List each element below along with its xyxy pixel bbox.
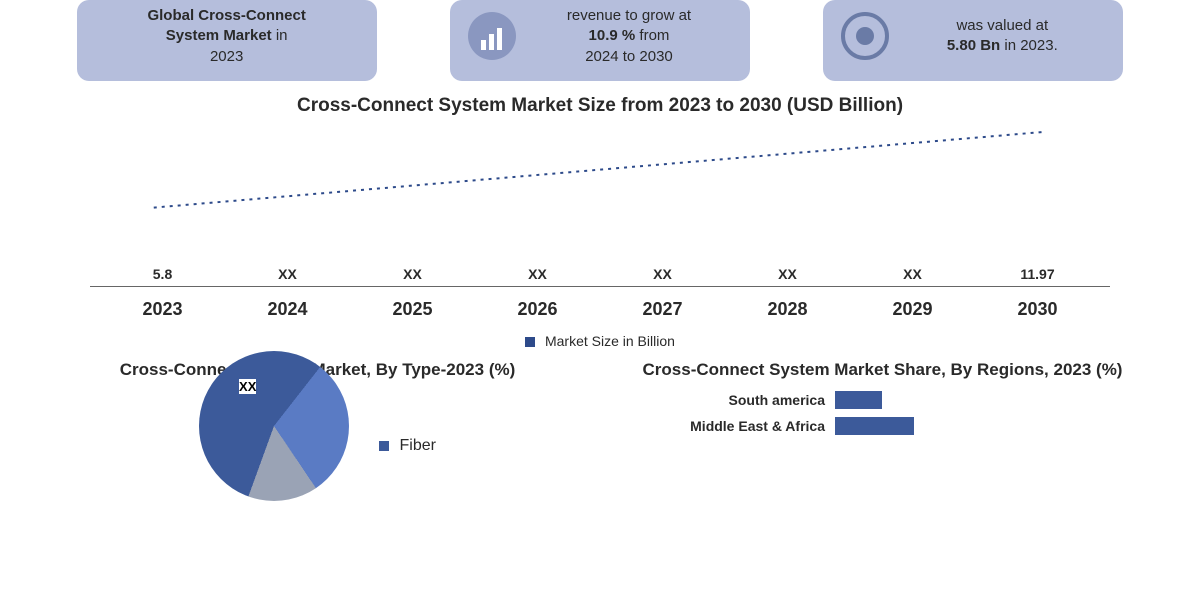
bar-value-label: XX	[778, 266, 797, 282]
pie-section: Cross-Connect System Market, By Type-202…	[50, 359, 585, 501]
bar-chart: 5.8 XX XX XX XX XX XX 11.97 2023 2024 2025 2026 202…	[70, 127, 1130, 327]
card1-line3: in	[276, 27, 288, 44]
x-axis-label: 2026	[483, 299, 593, 327]
growth-icon	[468, 12, 516, 60]
legend-swatch	[379, 441, 389, 451]
bar-chart-legend: Market Size in Billion	[0, 333, 1200, 349]
bar-value-label: XX	[653, 266, 672, 282]
card1-line4: 2023	[210, 48, 243, 65]
bar-value-label: 11.97	[1020, 266, 1054, 282]
stat-card-cagr: revenue to grow at 10.9 % from 2024 to 2…	[450, 0, 750, 81]
bar-value-label: XX	[903, 266, 922, 282]
legend-swatch	[525, 337, 535, 347]
card2-line0: revenue to grow at	[567, 7, 691, 24]
hbar-chart: South america Middle East & Africa	[615, 391, 1150, 435]
hbar-category-label: Middle East & Africa	[655, 418, 825, 434]
hbar-row: Middle East & Africa	[655, 417, 1150, 435]
bar-value-label: XX	[278, 266, 297, 282]
legend-label: Market Size in Billion	[545, 333, 675, 349]
x-axis-label: 2029	[858, 299, 968, 327]
card1-line2: System Market	[166, 27, 272, 44]
target-icon	[841, 12, 889, 60]
bar-2030: 11.97	[983, 266, 1093, 286]
hbar-section: Cross-Connect System Market Share, By Re…	[615, 359, 1150, 501]
bar-2028: XX	[733, 266, 843, 286]
bar-value-label: 5.8	[153, 266, 172, 282]
bar-2025: XX	[358, 266, 468, 286]
x-axis-label: 2025	[358, 299, 468, 327]
pie-callout-xx: XX	[239, 379, 256, 394]
bar-2029: XX	[858, 266, 968, 286]
hbar	[835, 391, 882, 409]
card3-line0: was valued at	[956, 17, 1048, 34]
card2-line2: from	[639, 27, 669, 44]
card3-line2: in 2023.	[1004, 37, 1057, 54]
bar-value-label: XX	[403, 266, 422, 282]
stat-card-value: was valued at 5.80 Bn in 2023.	[823, 0, 1123, 81]
pie-chart	[199, 351, 349, 501]
bar-value-label: XX	[528, 266, 547, 282]
card2-bold: 10.9 %	[589, 27, 636, 44]
card1-line1: Global Cross-Connect	[147, 7, 305, 24]
pie-legend: Fiber	[379, 437, 436, 455]
x-axis-label: 2027	[608, 299, 718, 327]
stat-card-region: Global Cross-Connect System Market in 20…	[77, 0, 377, 81]
x-axis-label: 2024	[233, 299, 343, 327]
hbar-title: Cross-Connect System Market Share, By Re…	[615, 359, 1150, 381]
top-cards-row: Global Cross-Connect System Market in 20…	[0, 0, 1200, 81]
card2-line3: 2024 to 2030	[585, 48, 673, 65]
card3-bold: 5.80 Bn	[947, 37, 1000, 54]
bar-2027: XX	[608, 266, 718, 286]
bar-2024: XX	[233, 266, 343, 286]
hbar	[835, 417, 914, 435]
hbar-category-label: South america	[655, 392, 825, 408]
x-axis-label: 2023	[108, 299, 218, 327]
bar-2023: 5.8	[108, 266, 218, 286]
x-axis-label: 2030	[983, 299, 1093, 327]
x-axis-label: 2028	[733, 299, 843, 327]
bar-2026: XX	[483, 266, 593, 286]
bar-chart-title: Cross-Connect System Market Size from 20…	[0, 95, 1200, 117]
hbar-row: South america	[655, 391, 1150, 409]
pie-legend-0: Fiber	[400, 437, 436, 454]
